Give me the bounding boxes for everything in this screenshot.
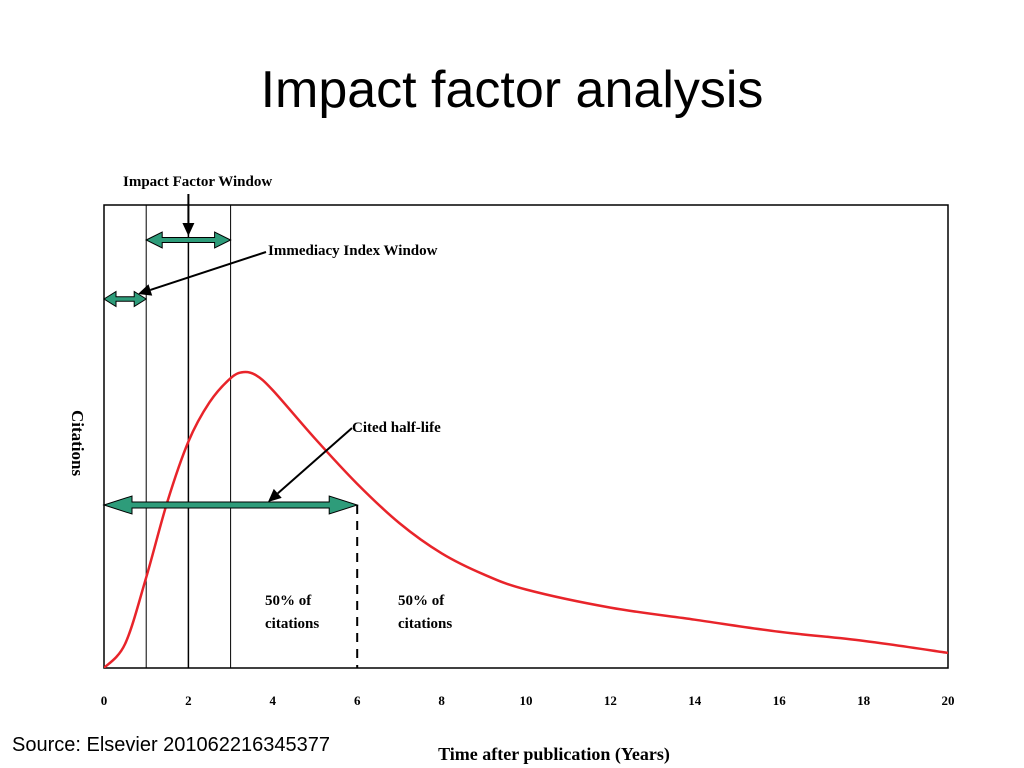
x-tick-label: 0 (101, 693, 108, 708)
x-axis-label: Time after publication (Years) (438, 744, 670, 765)
immediacy-index-window-label: Immediacy Index Window (268, 243, 438, 259)
x-tick-label: 18 (857, 693, 871, 708)
slide-title: Impact factor analysis (260, 61, 764, 119)
x-tick-label: 16 (773, 693, 787, 708)
chart-figure: 0 2 4 6 8 10 12 14 16 18 20 Citations Time after p… (62, 160, 962, 768)
right-region-label-line1: 50% of (398, 593, 445, 609)
impact-window-pointer (182, 194, 195, 236)
x-tick-label: 6 (354, 693, 361, 708)
impact-factor-window-label: Impact Factor Window (123, 174, 272, 190)
x-tick-label: 20 (942, 693, 955, 708)
immediacy-pointer (138, 251, 267, 296)
immediacy-window-arrow (103, 290, 148, 308)
citation-curve-chart: 0 2 4 6 8 10 12 14 16 18 20 Citations Time after p… (68, 174, 955, 765)
x-tick-label: 10 (520, 693, 533, 708)
half-life-pointer (268, 427, 353, 502)
left-region-label-line1: 50% of (265, 593, 312, 609)
x-tick-label: 14 (688, 693, 702, 708)
right-region-label-line2: citations (398, 616, 452, 632)
source-caption: Source: Elsevier 201062216345377 (8, 734, 335, 757)
x-tick-label: 2 (185, 693, 192, 708)
y-axis-label: Citations (68, 410, 87, 477)
cited-half-life-label: Cited half-life (352, 420, 441, 436)
impact-window-arrow (145, 231, 232, 249)
x-tick-label: 4 (270, 693, 277, 708)
plot-frame (103, 204, 949, 669)
left-region-label-line2: citations (265, 616, 319, 632)
x-tick-label: 12 (604, 693, 617, 708)
x-tick-label: 8 (438, 693, 445, 708)
